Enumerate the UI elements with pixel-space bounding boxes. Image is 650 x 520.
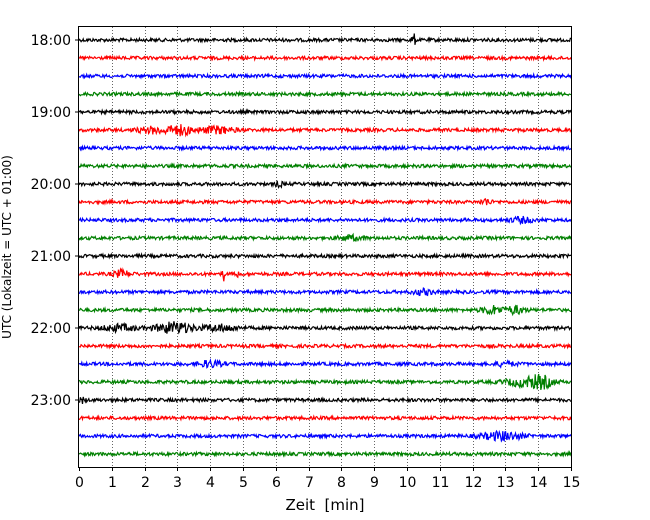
x-tick-label: 5 (239, 475, 248, 491)
x-tick-label: 6 (272, 475, 281, 491)
trace-2315 (78, 414, 572, 422)
x-tick-label: 11 (432, 475, 450, 491)
x-axis: 0 1 2 3 4 5 6 7 8 9 10 11 12 13 14 15 (75, 467, 580, 491)
plot-frame (78, 26, 572, 468)
x-tick-label: 2 (141, 475, 150, 491)
x-tick-label: 8 (337, 475, 346, 491)
trace-2200 (78, 321, 572, 335)
trace-2215 (78, 342, 572, 350)
trace-1845 (78, 90, 572, 98)
trace-2230 (78, 357, 572, 369)
trace-2345 (78, 450, 572, 458)
trace-1830 (78, 72, 572, 80)
y-tick-label: 19:00 (31, 105, 71, 121)
x-axis-label: Zeit [min] (285, 496, 364, 514)
trace-2245 (78, 373, 572, 391)
y-tick-label: 21:00 (31, 249, 71, 265)
trace-1815 (78, 54, 572, 62)
y-tick-label: 23:00 (31, 393, 71, 409)
x-tick-label: 3 (173, 475, 182, 491)
x-tick-label: 4 (206, 475, 215, 491)
trace-2100 (78, 252, 572, 260)
trace-1945 (78, 162, 572, 170)
trace-2300 (78, 396, 572, 404)
y-axis: 18:00 19:00 20:00 21:00 22:00 23:00 (31, 33, 79, 409)
y-tick-label: 20:00 (31, 177, 71, 193)
x-tick-label: 10 (399, 475, 417, 491)
trace-1930 (78, 144, 572, 152)
y-tick-label: 18:00 (31, 33, 71, 49)
trace-2015 (78, 197, 572, 206)
x-tick-label: 7 (305, 475, 314, 491)
trace-2115 (78, 267, 572, 282)
traces (78, 33, 572, 458)
x-tick-label: 13 (497, 475, 515, 491)
trace-2045 (78, 232, 572, 242)
trace-2030 (78, 215, 572, 226)
trace-2145 (79, 304, 571, 317)
x-tick-label: 9 (370, 475, 379, 491)
trace-2330 (78, 429, 572, 443)
x-tick-label: 12 (465, 475, 483, 491)
y-axis-label: UTC (Lokalzeit = UTC + 01:00) (0, 155, 14, 339)
x-tick-label: 15 (563, 475, 581, 491)
trace-1915 (78, 124, 572, 138)
y-tick-label: 22:00 (31, 321, 71, 337)
x-tick-label: 14 (530, 475, 548, 491)
trace-1900 (78, 108, 572, 116)
x-tick-label: 1 (108, 475, 117, 491)
grid-lines (112, 27, 539, 467)
trace-2130 (78, 287, 572, 297)
x-tick-label: 0 (75, 475, 84, 491)
trace-2000 (78, 180, 572, 189)
trace-1800 (78, 33, 571, 45)
